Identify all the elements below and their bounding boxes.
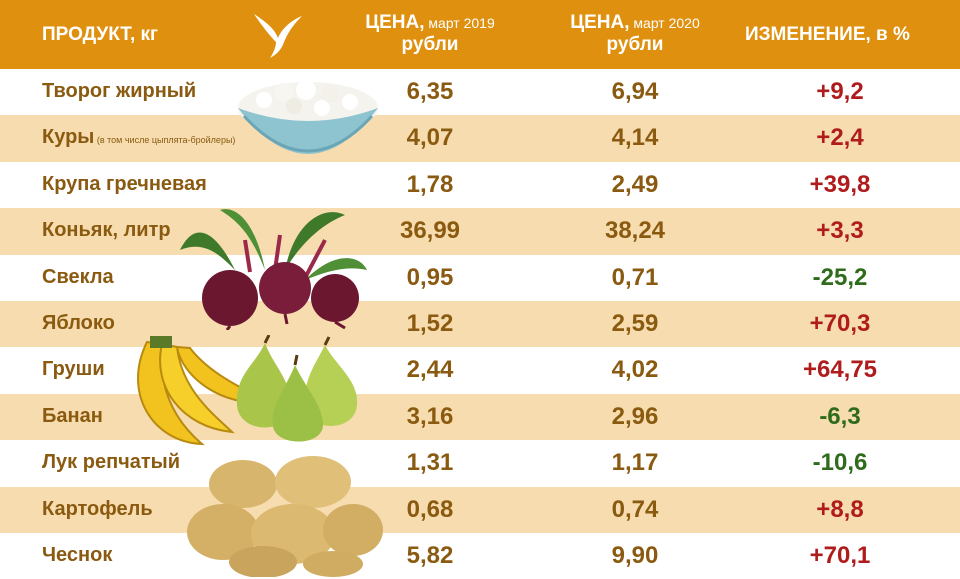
price-2019: 2,44 bbox=[406, 356, 454, 384]
table-row: Крупа гречневая 1,78 2,49 +39,8 bbox=[0, 161, 960, 209]
price-2019: 36,99 bbox=[399, 217, 461, 245]
price-change: +3,3 bbox=[816, 217, 864, 245]
product-name-text: Чеснок bbox=[42, 543, 113, 566]
header-2019-unit: рубли bbox=[401, 34, 459, 55]
table-body: Творог жирный 6,35 6,94 +9,2 Куры (в том чис… bbox=[0, 69, 960, 579]
table-header: ПРОДУКТ, кг ЦЕНА, март 2019 рубли ЦЕНА, … bbox=[0, 0, 960, 69]
price-change: +2,4 bbox=[816, 124, 864, 152]
product-name: Лук репчатый bbox=[42, 451, 180, 474]
header-change: ИЗМЕНЕНИЕ, в % bbox=[745, 24, 910, 45]
table-row: Куры (в том числе цыплята-бройлеры) 4,07 4… bbox=[0, 115, 960, 162]
product-name: Чеснок bbox=[42, 544, 112, 567]
price-2019: 3,16 bbox=[406, 402, 454, 430]
product-name-text: Картофель bbox=[42, 497, 153, 520]
product-name: Картофель bbox=[42, 498, 153, 521]
header-product: ПРОДУКТ, кг bbox=[42, 24, 158, 45]
product-name-text: Творог жирный bbox=[42, 80, 197, 102]
table-row: Творог жирный 6,35 6,94 +9,2 bbox=[0, 69, 960, 116]
price-2020: 0,74 bbox=[611, 495, 659, 523]
product-name: Груши bbox=[42, 358, 105, 381]
price-2019: 6,35 bbox=[406, 78, 454, 105]
header-2020-main: ЦЕНА, bbox=[570, 12, 630, 33]
product-name-text: Лук репчатый bbox=[42, 451, 181, 474]
header-2020-date: март 2020 bbox=[629, 15, 700, 31]
product-note: (в том числе цыплята-бройлеры) bbox=[94, 135, 236, 146]
price-change: -10,6 bbox=[812, 449, 868, 477]
price-2019: 1,78 bbox=[406, 170, 454, 198]
header-2019-main: ЦЕНА, bbox=[365, 12, 425, 33]
table-row: Лук репчатый 1,31 1,17 -10,6 bbox=[0, 440, 960, 487]
product-name: Крупа гречневая bbox=[42, 173, 207, 196]
product-name: Куры (в том числе цыплята-бройлеры) bbox=[42, 126, 235, 149]
header-2019-date: март 2019 bbox=[424, 15, 495, 31]
price-2019: 1,52 bbox=[406, 309, 454, 337]
product-name-text: Банан bbox=[42, 404, 103, 427]
price-2019: 0,95 bbox=[406, 263, 454, 291]
potatoes-image bbox=[187, 456, 383, 577]
table-row: Коньяк, литр 36,99 38,24 +3,3 bbox=[0, 208, 960, 255]
price-2019: 4,07 bbox=[406, 124, 454, 152]
price-change: +39,8 bbox=[809, 170, 871, 198]
header-price-2020: ЦЕНА, март 2020 рубли bbox=[535, 12, 735, 56]
beets-image bbox=[180, 209, 367, 330]
price-change: +70,1 bbox=[809, 541, 871, 569]
price-2020: 0,71 bbox=[611, 263, 659, 291]
product-name-text: Груши bbox=[42, 358, 105, 381]
price-2019: 1,31 bbox=[406, 449, 454, 477]
price-change: -6,3 bbox=[819, 402, 861, 430]
price-2020: 4,02 bbox=[611, 356, 659, 384]
header-price-2019: ЦЕНА, март 2019 рубли bbox=[330, 12, 530, 56]
cottage-cheese-bowl-image bbox=[238, 80, 378, 154]
product-name-text: Крупа гречневая bbox=[42, 172, 207, 195]
price-2020: 6,94 bbox=[611, 78, 659, 105]
swallow-logo-icon bbox=[254, 14, 302, 58]
price-2020: 2,59 bbox=[611, 309, 659, 337]
pears-image bbox=[236, 335, 358, 442]
header-2020-unit: рубли bbox=[606, 34, 664, 55]
product-name: Коньяк, литр bbox=[42, 219, 171, 242]
table-row: Свекла 0,95 0,71 -25,2 bbox=[0, 254, 960, 301]
product-name-text: Куры bbox=[42, 126, 95, 149]
product-name-text: Свекла bbox=[42, 265, 114, 288]
product-name: Банан bbox=[42, 405, 103, 428]
table-row: Чеснок 5,82 9,90 +70,1 bbox=[0, 532, 960, 579]
price-2020: 4,14 bbox=[611, 124, 659, 152]
price-2020: 2,49 bbox=[611, 170, 659, 198]
price-2019: 5,82 bbox=[406, 541, 454, 569]
price-change: +64,75 bbox=[802, 356, 878, 384]
product-name: Творог жирный bbox=[42, 80, 196, 103]
product-name: Свекла bbox=[42, 266, 114, 289]
price-2020: 38,24 bbox=[604, 217, 666, 245]
price-change: +8,8 bbox=[816, 495, 864, 523]
price-change: +9,2 bbox=[816, 78, 864, 105]
price-change: +70,3 bbox=[809, 309, 871, 337]
price-2020: 1,17 bbox=[611, 449, 659, 477]
price-2020: 2,96 bbox=[611, 402, 659, 430]
price-2019: 0,68 bbox=[406, 495, 454, 523]
product-name: Яблоко bbox=[42, 312, 115, 335]
price-change: -25,2 bbox=[812, 263, 868, 291]
product-name-text: Коньяк, литр bbox=[42, 219, 171, 242]
price-2020: 9,90 bbox=[611, 541, 659, 569]
product-name-text: Яблоко bbox=[42, 311, 115, 334]
table-row: Картофель 0,68 0,74 +8,8 bbox=[0, 486, 960, 533]
